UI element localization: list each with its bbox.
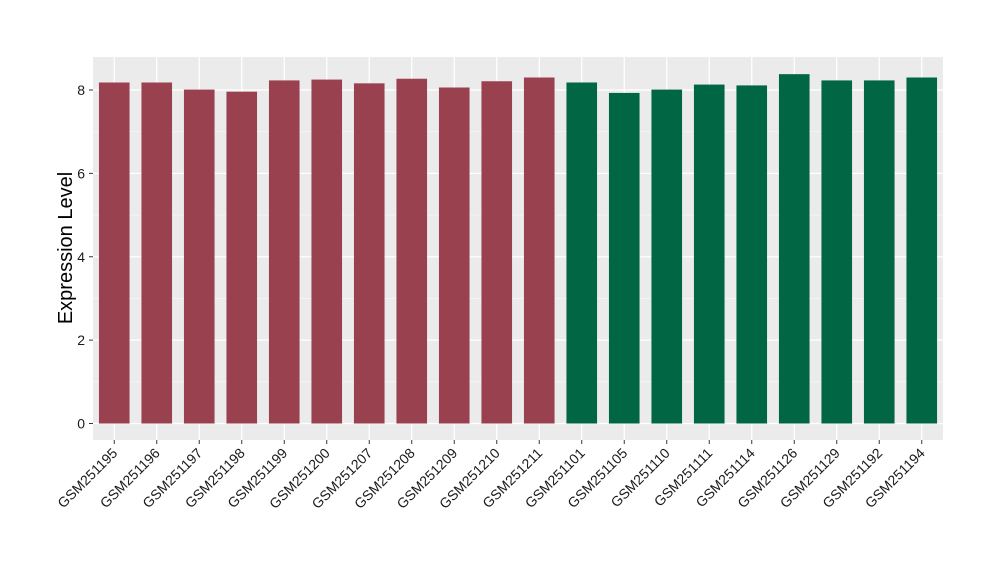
bar [183,89,215,424]
plot-panel [93,57,943,440]
bars-group [98,74,938,424]
bar [396,78,428,424]
bar [481,81,513,424]
bar [438,87,470,424]
bar [523,77,555,424]
y-tick-label: 2 [77,332,85,348]
bar [736,85,768,424]
bar [906,77,938,424]
y-tick-label: 8 [77,82,85,98]
bar [566,82,598,424]
bar [268,80,300,424]
bar [608,92,640,424]
bar [226,91,258,424]
y-axis-title: Expression Level [55,172,77,324]
y-tick-label: 0 [77,416,85,432]
bar [821,80,853,424]
bar [863,80,895,424]
y-axis: 0 2 4 6 8 [77,82,93,432]
bar [311,79,343,424]
x-axis: GSM251195GSM251196GSM251197GSM251198GSM2… [54,440,928,512]
bar [651,89,683,424]
bar [141,82,173,424]
bar [778,74,810,424]
bar [693,84,725,424]
y-tick-label: 4 [77,249,85,265]
bar [353,83,385,424]
bar [98,82,130,424]
y-tick-label: 6 [77,165,85,181]
